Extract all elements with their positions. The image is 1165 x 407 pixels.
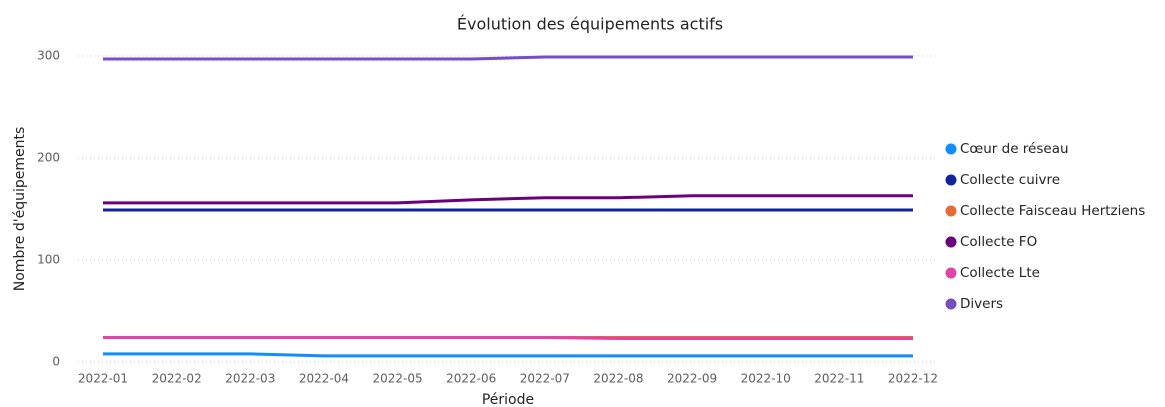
- x-tick-label: 2022-11: [814, 372, 864, 386]
- x-tick-label: 2022-06: [446, 372, 496, 386]
- legend-marker: [945, 267, 957, 279]
- legend-marker: [945, 236, 957, 248]
- legend-label: Collecte Lte: [960, 265, 1040, 281]
- legend-marker: [945, 205, 957, 217]
- y-tick-label: 200: [37, 151, 60, 165]
- chart-title: Évolution des équipements actifs: [457, 15, 723, 34]
- x-tick-label: 2022-03: [225, 372, 275, 386]
- x-tick-label: 2022-09: [667, 372, 717, 386]
- line-series: [103, 336, 913, 341]
- line-series: [103, 194, 913, 205]
- x-tick-label: 2022-02: [152, 372, 202, 386]
- legend-label: Divers: [960, 296, 1003, 312]
- y-axis-title: Nombre d'équipements: [12, 127, 28, 291]
- x-tick-label: 2022-04: [299, 372, 349, 386]
- x-tick-label: 2022-10: [741, 372, 791, 386]
- y-tick-label: 0: [52, 355, 60, 369]
- legend-marker: [945, 174, 957, 186]
- y-tick-label: 100: [37, 253, 60, 267]
- x-tick-label: 2022-05: [372, 372, 422, 386]
- y-tick-label: 300: [37, 49, 60, 63]
- legend-label: Collecte cuivre: [960, 172, 1060, 188]
- line-series: [103, 352, 913, 358]
- x-axis-title: Période: [482, 392, 534, 407]
- x-tick-label: 2022-01: [78, 372, 128, 386]
- legend-label: Cœur de réseau: [960, 141, 1069, 157]
- legend-marker: [945, 298, 957, 310]
- legend-marker: [945, 143, 957, 155]
- line-series: [103, 55, 913, 61]
- x-tick-label: 2022-12: [888, 372, 938, 386]
- x-tick-label: 2022-07: [520, 372, 570, 386]
- legend-label: Collecte Faisceau Hertziens: [960, 203, 1145, 219]
- legend-label: Collecte FO: [960, 234, 1037, 250]
- x-tick-label: 2022-08: [593, 372, 643, 386]
